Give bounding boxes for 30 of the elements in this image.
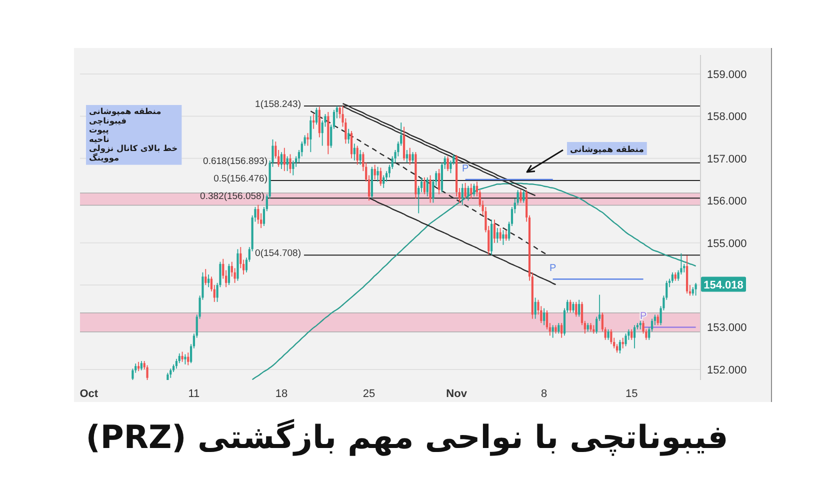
y-tick-label: 152.000 <box>707 364 747 376</box>
annotation: خط بالای کانال نزولی <box>89 143 178 154</box>
annotation: منطقه همپوشانی <box>89 106 162 116</box>
ref-line-label: 0.382(156.058) <box>200 191 264 202</box>
x-tick-label: 15 <box>625 388 638 400</box>
x-tick-label: 18 <box>275 388 288 400</box>
y-tick-label: 155.000 <box>707 238 747 250</box>
series-label: P <box>640 311 647 322</box>
ref-line-label: 0(154.708) <box>255 248 301 260</box>
annotation: پیوت <box>89 124 109 135</box>
annotation: مووینگ <box>89 152 120 162</box>
series-label: P <box>550 263 556 274</box>
ref-line-label: 0.618(156.893) <box>203 156 268 167</box>
y-tick-label: 153.000 <box>707 322 747 334</box>
x-tick-label: 11 <box>188 388 200 400</box>
text: فیبوناتچی با نواحی مهم بازگشتی (PRZ) <box>86 418 728 456</box>
x-tick-label: Nov <box>446 388 468 400</box>
y-tick-label: 158.000 <box>707 111 747 124</box>
annotation: منطقه همپوشانی <box>570 144 644 155</box>
y-tick-label: 157.000 <box>707 153 747 166</box>
annotation: ناحیه <box>89 134 110 144</box>
annotation: فیبوناچی <box>89 115 127 126</box>
y-tick-label: 156.000 <box>707 196 747 208</box>
y-tick-label: 159.000 <box>707 68 747 81</box>
x-tick-label: 8 <box>541 388 548 400</box>
ref-line-label: 1(158.243) <box>255 98 301 110</box>
x-tick-label: 25 <box>362 388 376 400</box>
x-tick-label: Oct <box>80 388 98 400</box>
series-label: P <box>462 164 469 175</box>
ref-line-label: 0.5(156.476) <box>214 174 268 185</box>
